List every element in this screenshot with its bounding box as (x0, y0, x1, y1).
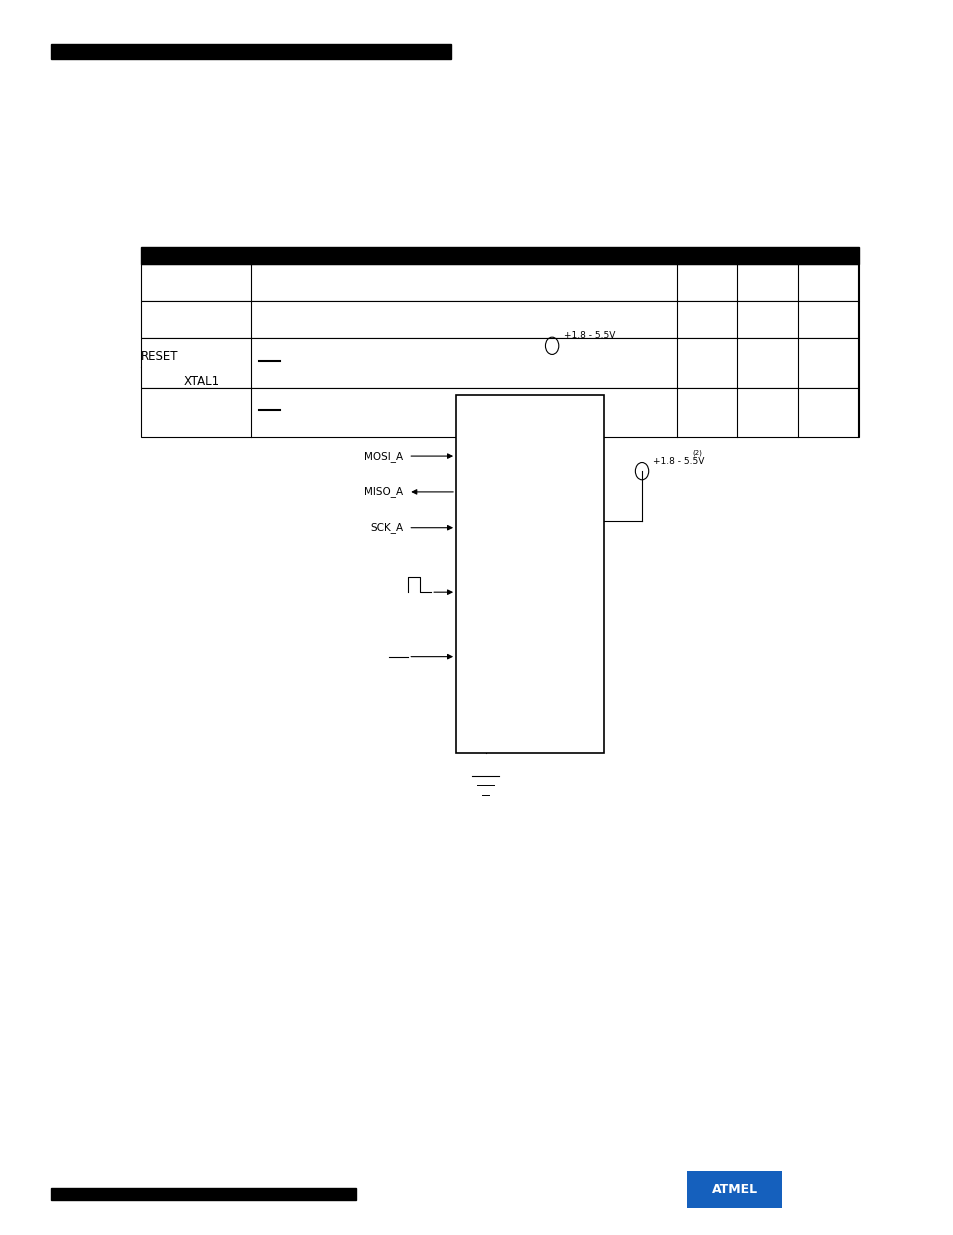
Text: MISO_A: MISO_A (364, 487, 403, 498)
Text: SCK_A: SCK_A (370, 522, 403, 534)
Text: AVCC: AVCC (572, 515, 600, 526)
Bar (51, 1188, 355, 1200)
Bar (686, 1171, 781, 1208)
Bar (141, 301, 858, 338)
Text: XTAL1: XTAL1 (183, 374, 219, 388)
Text: +1.8 - 5.5V: +1.8 - 5.5V (653, 457, 704, 466)
Text: MOSI_A: MOSI_A (364, 451, 403, 462)
Text: XTAL1: XTAL1 (458, 587, 491, 598)
Bar (51, 44, 451, 59)
Text: +1.8 - 5.5V: +1.8 - 5.5V (563, 331, 615, 341)
Text: RESET: RESET (141, 350, 178, 363)
Text: ATMEL: ATMEL (697, 1181, 752, 1195)
Text: RESET: RESET (458, 652, 492, 662)
Text: (2): (2) (692, 450, 701, 456)
Bar (141, 247, 858, 264)
Text: ATMEL: ATMEL (711, 1183, 757, 1195)
Text: VCC: VCC (578, 451, 600, 461)
Bar (141, 264, 858, 301)
Text: GND: GND (458, 713, 482, 722)
Bar (141, 338, 858, 388)
Bar (141, 388, 858, 437)
Bar (456, 395, 603, 753)
